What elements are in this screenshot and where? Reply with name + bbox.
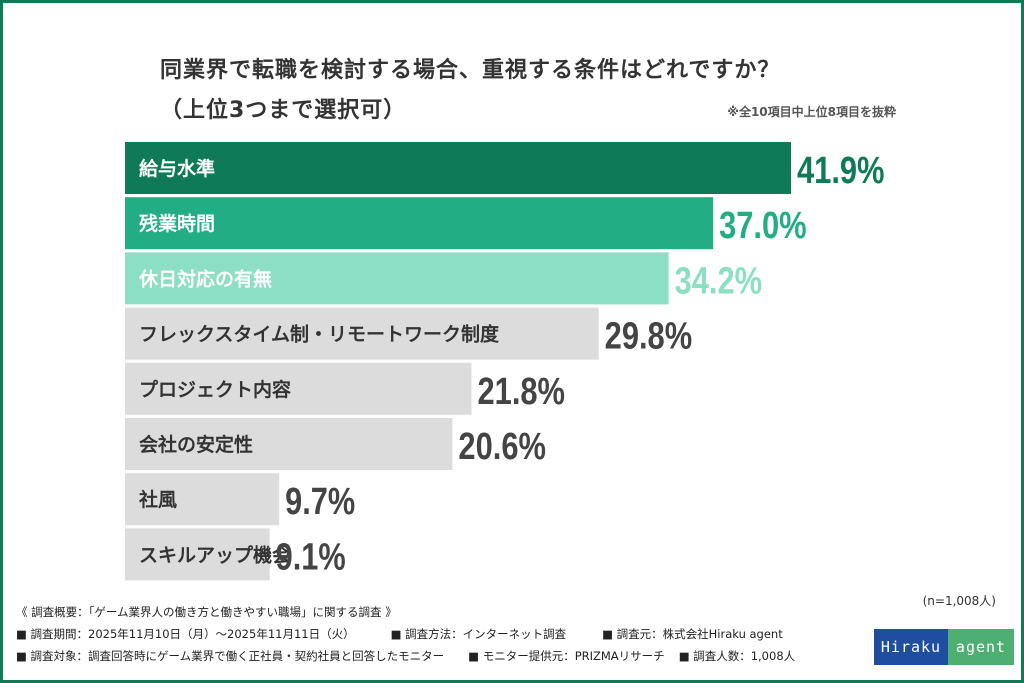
category-label: スキルアップ機会 — [139, 543, 291, 566]
value-label: 37.0% — [719, 205, 807, 247]
value-label: 9.7% — [285, 481, 355, 523]
value-label: 29.8% — [605, 316, 693, 358]
footer-count: ■ 調査人数：1,008人 — [678, 649, 796, 663]
value-label: 21.8% — [478, 371, 566, 413]
value-label: 41.9% — [797, 150, 885, 192]
footer-row-1: ■ 調査期間：2025年11月10日（月）～2025年11月11日（火） ■ 調査… — [16, 626, 819, 642]
value-label: 20.6% — [458, 426, 546, 468]
footer-period: ■ 調査期間：2025年11月10日（月）～2025年11月11日（火） — [16, 627, 355, 641]
category-label: 休日対応の有無 — [138, 267, 272, 290]
category-label: 社風 — [138, 488, 177, 511]
chart-title: 同業界で転職を検討する場合、重視する条件はどれですか？ — [160, 58, 781, 83]
footer-target: ■ 調査対象：調査回答時にゲーム業界で働く正社員・契約社員と回答したモニター — [16, 649, 445, 663]
bar-5 — [125, 418, 453, 470]
category-label: 会社の安定性 — [139, 433, 253, 456]
category-label: 給与水準 — [139, 157, 215, 180]
footer-method: ■ 調査方法：インターネット調査 — [390, 627, 567, 641]
category-label: フレックスタイム制・リモートワーク制度 — [139, 323, 500, 346]
bar-4 — [125, 362, 472, 415]
category-label: 残業時間 — [139, 212, 215, 235]
footer-row-2: ■ 調査対象：調査回答時にゲーム業界で働く正社員・契約社員と回答したモニター ■ … — [16, 648, 831, 664]
value-label: 34.2% — [675, 260, 763, 302]
chart-subtitle: （上位3つまで選択可） — [160, 98, 407, 123]
hiraku-agent-logo: Hiraku agent — [874, 629, 1014, 665]
sample-size: (n=1,008人) — [922, 594, 996, 608]
bar-6 — [125, 473, 280, 526]
chart-note: ※全10項目中上位8項目を抜粋 — [727, 105, 896, 119]
bar-2 — [125, 252, 669, 305]
bar-3 — [125, 307, 599, 360]
bar-7 — [125, 528, 270, 581]
footer-source: ■ 調査元：株式会社Hiraku agent — [602, 627, 783, 641]
footer-summary: 《 調査概要：「ゲーム業界人の働き方と働きやすい職場」に関する調査 》 — [16, 605, 397, 619]
value-label: 9.1% — [276, 536, 346, 578]
bar-1 — [125, 197, 714, 250]
bar-0 — [125, 142, 791, 194]
footer-provider: ■ モニター提供元：PRIZMAリサーチ — [468, 649, 665, 663]
category-label: プロジェクト内容 — [139, 378, 291, 401]
